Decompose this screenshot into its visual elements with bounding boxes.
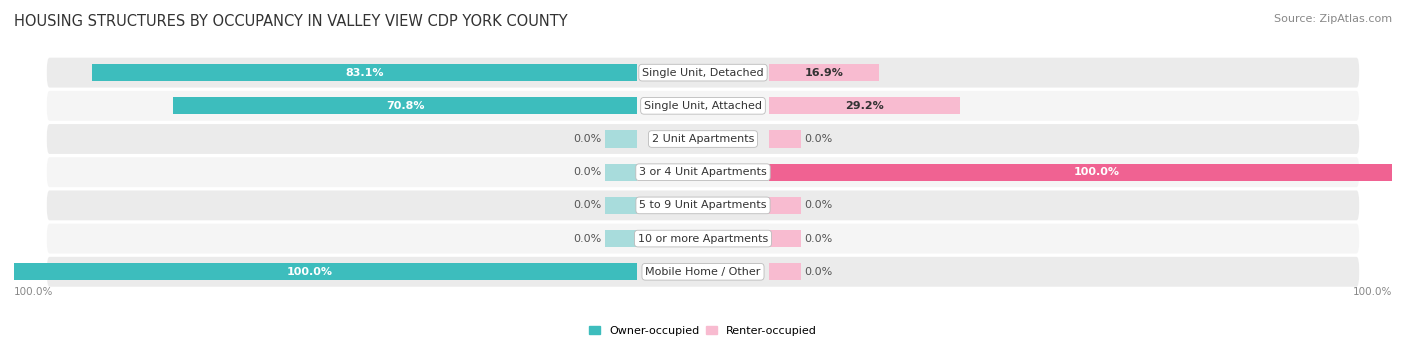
- FancyBboxPatch shape: [46, 257, 1360, 287]
- Text: Source: ZipAtlas.com: Source: ZipAtlas.com: [1274, 14, 1392, 24]
- Text: 2 Unit Apartments: 2 Unit Apartments: [652, 134, 754, 144]
- Bar: [605, 164, 637, 181]
- FancyBboxPatch shape: [46, 191, 1360, 220]
- Bar: [605, 130, 637, 148]
- Bar: [173, 97, 637, 115]
- Text: Single Unit, Attached: Single Unit, Attached: [644, 101, 762, 111]
- Text: 0.0%: 0.0%: [804, 134, 832, 144]
- FancyBboxPatch shape: [46, 124, 1360, 154]
- Bar: [769, 230, 801, 247]
- Text: 16.9%: 16.9%: [804, 68, 844, 78]
- Text: Mobile Home / Other: Mobile Home / Other: [645, 267, 761, 277]
- Text: 0.0%: 0.0%: [574, 234, 602, 243]
- Text: 70.8%: 70.8%: [385, 101, 425, 111]
- Text: 10 or more Apartments: 10 or more Apartments: [638, 234, 768, 243]
- Text: 0.0%: 0.0%: [804, 201, 832, 210]
- FancyBboxPatch shape: [46, 224, 1360, 253]
- Text: 5 to 9 Unit Apartments: 5 to 9 Unit Apartments: [640, 201, 766, 210]
- Text: 100.0%: 100.0%: [287, 267, 332, 277]
- Bar: [93, 64, 637, 81]
- Text: 3 or 4 Unit Apartments: 3 or 4 Unit Apartments: [640, 167, 766, 177]
- Bar: [769, 64, 880, 81]
- Bar: [605, 230, 637, 247]
- Bar: [769, 164, 1406, 181]
- Text: 0.0%: 0.0%: [804, 234, 832, 243]
- Bar: [605, 197, 637, 214]
- Text: 0.0%: 0.0%: [804, 267, 832, 277]
- Text: 29.2%: 29.2%: [845, 101, 884, 111]
- Bar: [769, 97, 960, 115]
- Bar: [769, 263, 801, 280]
- Legend: Owner-occupied, Renter-occupied: Owner-occupied, Renter-occupied: [589, 326, 817, 336]
- Text: 100.0%: 100.0%: [1353, 287, 1392, 297]
- Text: 0.0%: 0.0%: [574, 167, 602, 177]
- Text: Single Unit, Detached: Single Unit, Detached: [643, 68, 763, 78]
- Text: 0.0%: 0.0%: [574, 201, 602, 210]
- Bar: [769, 130, 801, 148]
- Text: 100.0%: 100.0%: [14, 287, 53, 297]
- FancyBboxPatch shape: [46, 58, 1360, 88]
- Text: 100.0%: 100.0%: [1074, 167, 1119, 177]
- Text: 83.1%: 83.1%: [346, 68, 384, 78]
- FancyBboxPatch shape: [46, 91, 1360, 121]
- Text: 0.0%: 0.0%: [574, 134, 602, 144]
- Text: HOUSING STRUCTURES BY OCCUPANCY IN VALLEY VIEW CDP YORK COUNTY: HOUSING STRUCTURES BY OCCUPANCY IN VALLE…: [14, 14, 568, 29]
- Bar: [769, 197, 801, 214]
- Bar: [0, 263, 637, 280]
- FancyBboxPatch shape: [46, 157, 1360, 187]
